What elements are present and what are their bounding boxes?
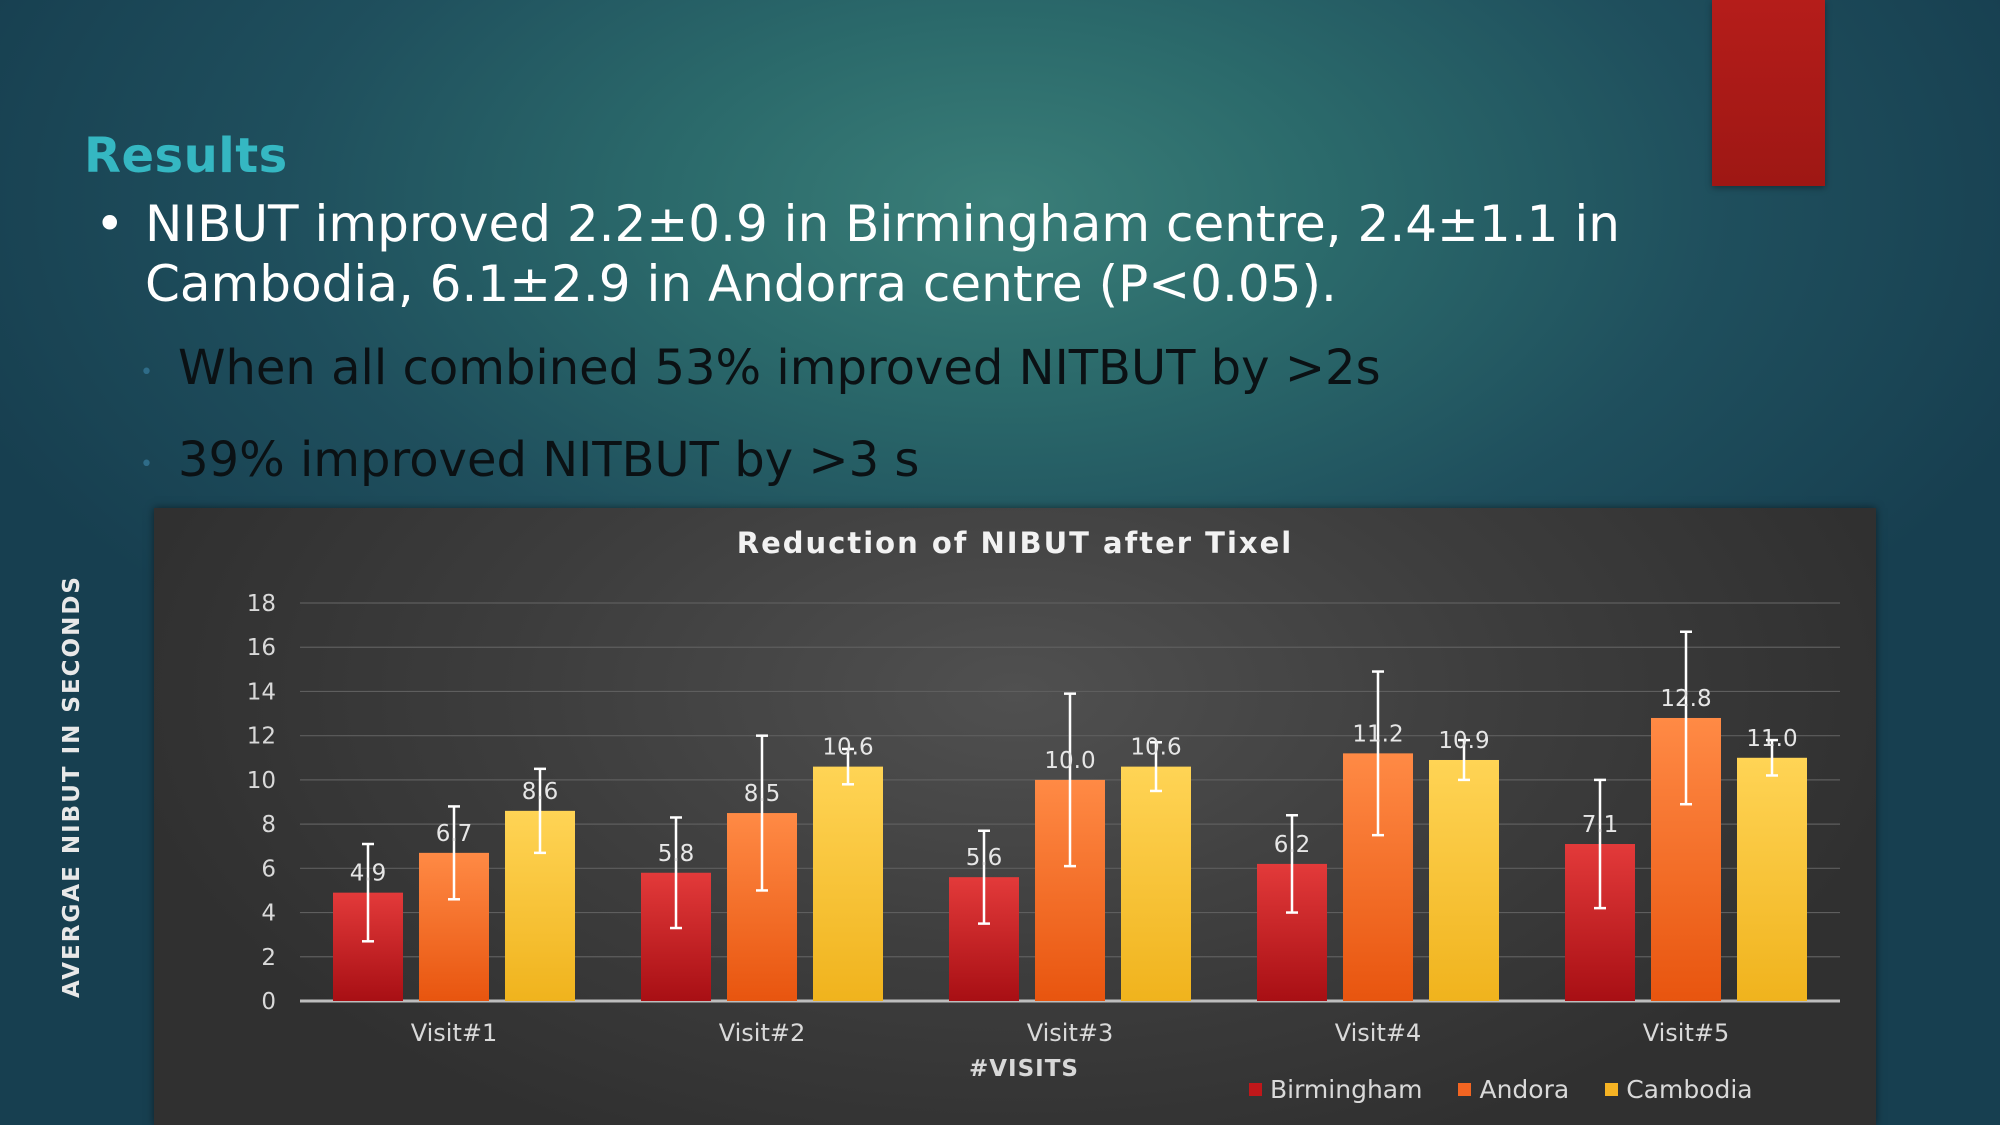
legend-item-birmingham: Birmingham bbox=[1249, 1075, 1422, 1104]
bullet-dot: • bbox=[95, 195, 125, 253]
sub-bullet-text-2: 39% improved NITBUT by >3 s bbox=[178, 432, 920, 488]
data-label: 11.0 bbox=[1746, 726, 1797, 752]
y-tick-label: 12 bbox=[247, 724, 276, 750]
data-label: 10.0 bbox=[1044, 748, 1095, 774]
slide-title: Results bbox=[84, 128, 288, 184]
data-label: 6.7 bbox=[436, 821, 473, 847]
data-label: 8.5 bbox=[744, 781, 781, 807]
legend-item-cambodia: Cambodia bbox=[1605, 1074, 1753, 1104]
chart-panel: Reduction of NIBUT after Tixel AVERGAE N… bbox=[59, 508, 1876, 1125]
corner-accent-bar bbox=[1712, 0, 1825, 186]
sub-bullet-dot: • bbox=[140, 360, 153, 385]
x-tick-label: Visit#3 bbox=[1027, 1019, 1114, 1047]
x-tick-label: Visit#4 bbox=[1335, 1019, 1422, 1047]
x-tick-label: Visit#2 bbox=[719, 1019, 806, 1047]
y-tick-label: 0 bbox=[261, 989, 276, 1015]
data-label: 12.8 bbox=[1660, 686, 1711, 712]
sub-bullet-text-1: When all combined 53% improved NITBUT by… bbox=[178, 340, 1381, 396]
y-tick-label: 16 bbox=[247, 635, 276, 661]
y-tick-label: 10 bbox=[247, 768, 276, 794]
data-label: 10.6 bbox=[1130, 735, 1181, 761]
data-label: 8.6 bbox=[522, 779, 559, 805]
legend-label: Andora bbox=[1479, 1074, 1570, 1104]
data-label: 10.9 bbox=[1438, 728, 1489, 754]
y-axis-label: AVERGAE NIBUT IN SECONDS bbox=[59, 575, 85, 998]
x-tick-label: Visit#1 bbox=[411, 1019, 498, 1047]
data-label: 6.2 bbox=[1274, 832, 1311, 858]
y-tick-label: 4 bbox=[261, 901, 276, 927]
sub-bullet-dot: • bbox=[140, 452, 153, 477]
bar-chart: 0 2 4 6 8 10 12 14 16 18 4.9 6.7 8.6 Visit#1 5.8 8.5 10.… bbox=[247, 591, 1840, 1047]
legend-swatch bbox=[1605, 1082, 1619, 1096]
y-tick-label: 6 bbox=[261, 856, 276, 882]
x-tick-label: Visit#5 bbox=[1643, 1019, 1730, 1047]
y-tick-label: 18 bbox=[247, 591, 276, 617]
legend-swatch bbox=[1249, 1082, 1262, 1096]
data-label: 5.6 bbox=[966, 845, 1003, 871]
data-label: 11.2 bbox=[1352, 721, 1403, 747]
bar-cambodia bbox=[1737, 757, 1807, 1001]
data-label: 4.9 bbox=[350, 861, 387, 887]
legend-swatch bbox=[1458, 1082, 1472, 1096]
x-axis-label: #VISITS bbox=[968, 1056, 1079, 1082]
legend-item-andora: Andora bbox=[1458, 1075, 1569, 1104]
y-tick-label: 2 bbox=[261, 945, 276, 971]
chart-legend: Birmingham Andora Cambodia bbox=[1249, 1073, 1753, 1105]
y-tick-label: 14 bbox=[247, 679, 276, 705]
bar-cambodia bbox=[1429, 759, 1499, 1001]
legend-label: Birmingham bbox=[1270, 1074, 1423, 1104]
chart-title: Reduction of NIBUT after Tixel bbox=[736, 526, 1294, 560]
bar-cambodia bbox=[1121, 766, 1191, 1001]
main-bullet-text: NIBUT improved 2.2±0.9 in Birmingham cen… bbox=[145, 195, 1620, 313]
data-label: 7.1 bbox=[1582, 812, 1619, 838]
data-label: 5.8 bbox=[658, 841, 695, 867]
bar-cambodia bbox=[813, 766, 883, 1001]
y-tick-label: 8 bbox=[261, 812, 276, 838]
legend-label: Cambodia bbox=[1626, 1074, 1753, 1104]
data-label: 10.6 bbox=[822, 735, 873, 761]
